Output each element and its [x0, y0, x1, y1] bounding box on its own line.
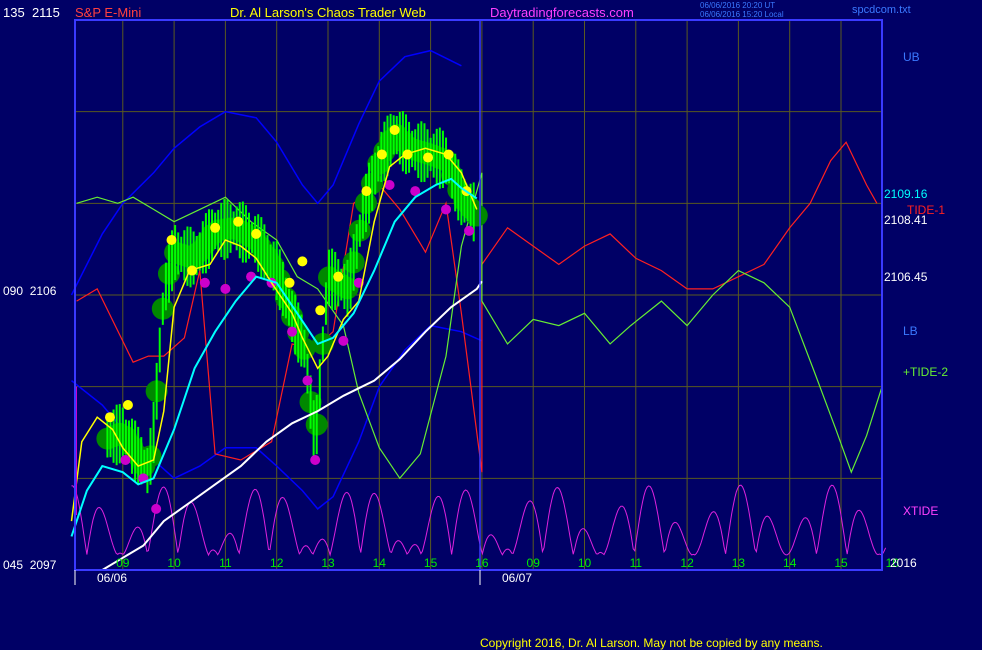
year-label: 2016	[890, 556, 917, 570]
xtide-label: XTIDE	[903, 504, 939, 518]
yellow-dot	[297, 256, 308, 267]
x-tick-label: 11	[219, 556, 232, 570]
magenta-dot	[384, 180, 395, 190]
left-label: 135	[3, 5, 25, 20]
yellow-dot	[233, 216, 244, 227]
magenta-dot	[310, 455, 321, 465]
yellow-dot	[315, 305, 326, 316]
x-tick-label: 13	[732, 556, 746, 570]
x-tick-label: 12	[680, 556, 694, 570]
magenta-dot	[440, 204, 451, 215]
x-tick-label: 10	[167, 556, 181, 570]
yellow-dot	[122, 400, 133, 410]
magenta-dot	[287, 326, 298, 337]
x-tick-label: 09	[116, 556, 130, 570]
y-bottom-price: 2097	[29, 558, 57, 572]
tide2-label: +TIDE-2	[903, 365, 949, 379]
red-value: 2108.41	[884, 213, 928, 227]
ub-line	[70, 49, 462, 296]
price-candles	[96, 111, 488, 514]
yellow-dot	[333, 271, 344, 282]
yellow-ma-line	[70, 147, 478, 522]
yellow-dot	[210, 222, 221, 233]
lb-label: LB	[903, 324, 918, 338]
yellow-dot	[166, 235, 177, 245]
magenta-dot	[120, 455, 131, 465]
x-tick-label: 16	[886, 556, 900, 570]
xtide-series	[71, 484, 887, 557]
magenta-dot	[302, 375, 313, 386]
tide1-label: TIDE-1	[907, 203, 946, 217]
yellow-dot	[284, 277, 295, 288]
magenta-dot	[338, 335, 349, 346]
yellow-dot	[402, 149, 413, 160]
chart-frame	[74, 19, 883, 585]
date-label: 06/06	[97, 571, 127, 585]
header-left-label: 135 2115	[3, 5, 60, 20]
xtide-line	[71, 484, 887, 557]
yellow-dot	[443, 149, 454, 160]
file-name: spcdcom.txt	[852, 4, 911, 16]
plot-border	[74, 19, 883, 571]
yellow-dot	[423, 152, 434, 163]
x-tick-label: 14	[373, 556, 387, 570]
symbol-title: S&P E-Mini	[75, 5, 142, 20]
x-tick-label: 13	[321, 556, 335, 570]
x-tick-label: 14	[783, 556, 797, 570]
white-ma-line	[101, 280, 483, 571]
left-price: 2115	[31, 5, 60, 20]
x-tick-label: 12	[270, 556, 284, 570]
x-tick-label: 15	[834, 556, 848, 570]
yellow-dot	[361, 186, 372, 197]
page-title: Dr. Al Larson's Chaos Trader Web	[230, 5, 426, 20]
copyright-footer: Copyright 2016, Dr. Al Larson. May not b…	[480, 636, 823, 650]
yellow-dot	[376, 149, 387, 160]
yellow-dot	[104, 412, 115, 423]
y-mid-label: 090	[3, 284, 24, 298]
tide1-line	[76, 141, 878, 473]
magenta-dot	[464, 225, 475, 236]
cyan-ma-line	[70, 177, 478, 537]
ut-time: 06/06/2016 20:20 UT	[700, 1, 776, 10]
yellow-dot	[389, 125, 400, 135]
grid-lines	[75, 20, 882, 570]
ub-label: UB	[903, 50, 920, 64]
x-tick-label: 11	[630, 556, 643, 570]
x-tick-label: 15	[424, 556, 438, 570]
x-axis-labels: 09 10 11 12 13 14 15 16 09 10 11 12 13 14 15 16 06/06 06/…	[97, 556, 899, 585]
magenta-dot	[199, 277, 210, 288]
magenta-dot	[220, 283, 231, 294]
white-value: 2106.45	[884, 270, 928, 284]
site-link[interactable]: Daytradingforecasts.com	[490, 5, 634, 20]
date-label: 06/07	[502, 571, 532, 585]
x-tick-label: 10	[578, 556, 592, 570]
cyan-value: 2109.16	[884, 187, 928, 201]
magenta-dot	[410, 186, 421, 197]
magenta-dot	[151, 503, 162, 514]
x-tick-label: 09	[527, 556, 541, 570]
y-label-mid: 090 2106	[3, 284, 56, 298]
local-time: 06/06/2016 15:20 Local	[700, 10, 784, 19]
x-tick-label: 16	[475, 556, 489, 570]
yellow-dot	[251, 228, 262, 239]
y-mid-price: 2106	[29, 284, 57, 298]
y-label-bottom: 045 2097	[3, 558, 56, 572]
y-bottom-label: 045	[3, 558, 24, 572]
